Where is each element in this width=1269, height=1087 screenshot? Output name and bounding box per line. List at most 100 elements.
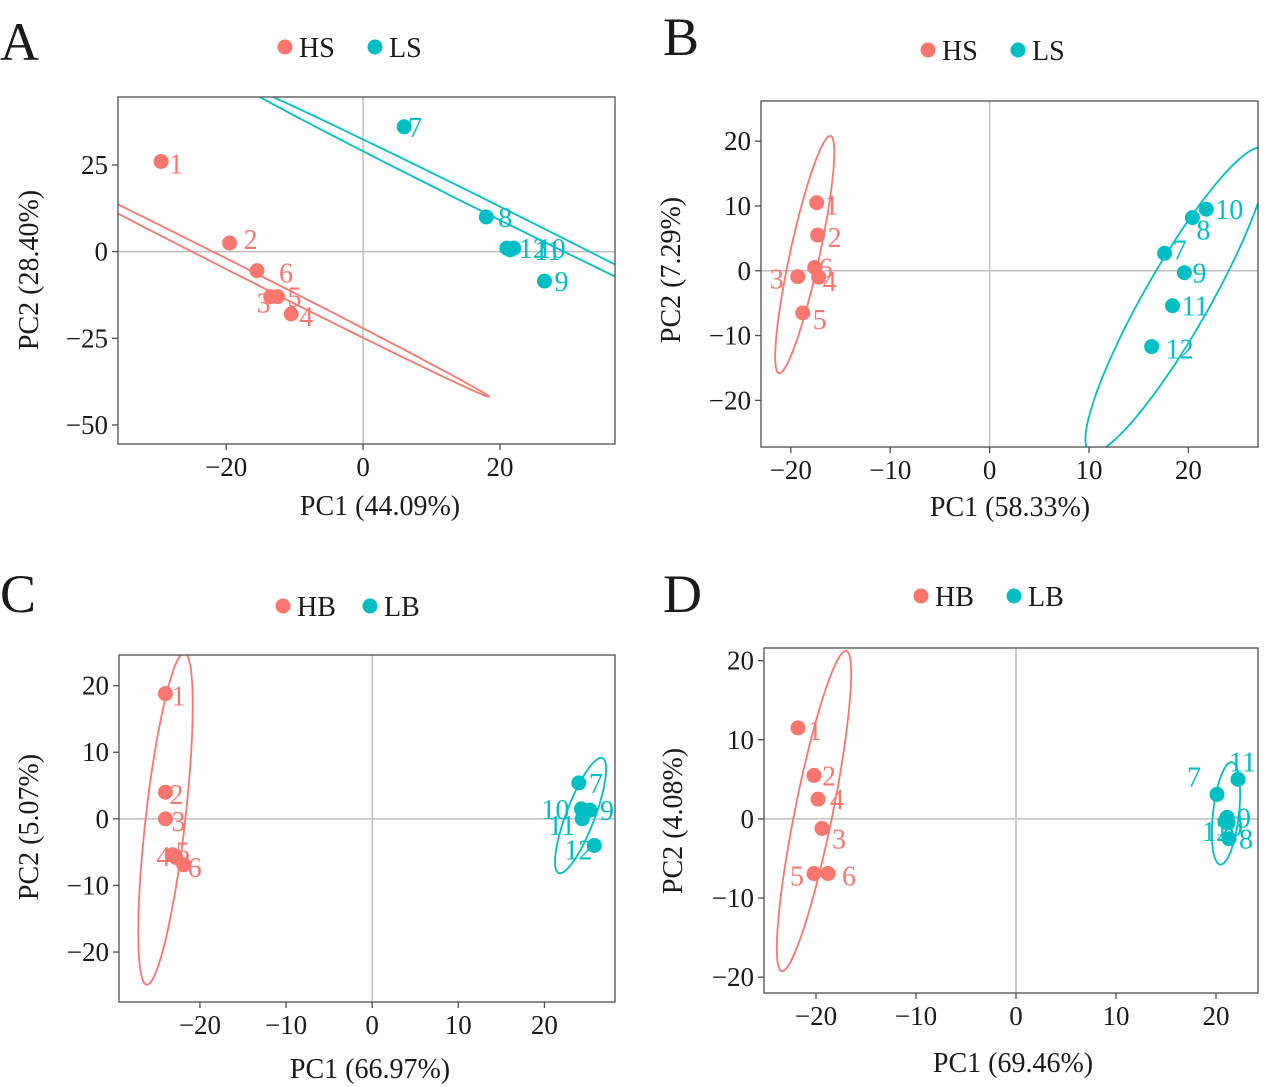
panel-c-xtick-label: −10 (265, 1010, 307, 1040)
panel-c-xtick-label: 10 (445, 1010, 472, 1040)
panel-a-point-label-2: 2 (244, 225, 258, 256)
panel-a-x-axis-title: PC1 (44.09%) (300, 491, 460, 522)
panel-c-frame (118, 654, 616, 1003)
panel-d-xtick-label: 0 (1009, 1001, 1023, 1031)
panel-c-ellipse-hb (137, 655, 194, 986)
panel-c-point-label-4: 4 (156, 842, 170, 873)
panel-c-point-lb-12 (586, 837, 602, 853)
panel-a-point-label-9: 9 (554, 267, 568, 298)
panel-b-xtick-label: 20 (1175, 455, 1202, 485)
panel-a-legend-marker-ls (367, 39, 383, 55)
panel-d-point-hb-5 (806, 866, 822, 882)
panel-d-point-lb-8 (1221, 831, 1237, 847)
panel-b-xtick-label: 10 (1076, 455, 1103, 485)
panel-b-point-hs-3 (790, 269, 806, 285)
panel-d-legend: HB LB (913, 582, 1064, 613)
panel-d-point-lb-10 (1217, 813, 1233, 829)
panel-b-point-label-8: 8 (1196, 216, 1210, 247)
panel-c-y-axis-title: PC2 (5.07%) (14, 754, 45, 900)
panel-c-point-label-7: 7 (589, 769, 603, 800)
panel-c-letter: C (0, 564, 36, 624)
panel-d-point-label-1: 1 (808, 716, 822, 747)
panel-c-legend-marker-hb (275, 598, 291, 614)
panel-a-point-label-6: 6 (279, 259, 293, 290)
panel-d-ytick-label: 20 (727, 646, 754, 676)
panel-b-legend-label-ls: LS (1032, 36, 1065, 67)
panel-d-frame (763, 647, 1259, 994)
panel-b-ytick-label: 0 (738, 256, 752, 286)
panel-b-point-label-12: 12 (1166, 335, 1194, 366)
panel-b-point-ls-10 (1198, 201, 1214, 217)
panel-b-xtick-label: −20 (770, 455, 812, 485)
panel-a-point-label-7: 7 (408, 113, 422, 144)
panel-a-point-ls-8 (478, 209, 494, 225)
panel-d-ytick-label: −10 (712, 883, 754, 913)
panel-b-point-hs-4 (811, 269, 827, 285)
panel-d-point-lb-7 (1209, 786, 1225, 802)
panel-d-x-axis-title: PC1 (69.46%) (933, 1048, 1093, 1079)
panel-b-point-label-4: 4 (823, 267, 837, 298)
panel-d-point-hb-3 (814, 820, 830, 836)
panel-c-point-hb-6 (176, 857, 192, 873)
panel-a-point-hs-4 (283, 306, 299, 322)
panel-c-ytick-label: 10 (82, 737, 109, 767)
panel-a-point-label-1: 1 (169, 149, 183, 180)
panel-a-letter: A (0, 12, 39, 72)
panel-c-point-label-11: 11 (548, 811, 575, 842)
panel-a-point-label-5: 5 (288, 283, 302, 314)
panel-c-point-hb-3 (158, 811, 173, 827)
panel-b-xtick-label: −10 (869, 455, 911, 485)
panel-d-point-label-4: 4 (830, 785, 844, 816)
panel-b-legend-marker-hs (920, 42, 936, 58)
panel-c-xtick-label: 0 (365, 1010, 379, 1040)
panel-d-point-label-6: 6 (842, 862, 856, 893)
panel-d-xtick-label: 20 (1203, 1001, 1230, 1031)
panel-b-ellipse-hs (774, 134, 836, 375)
panel-a-legend-label-ls: LS (389, 33, 422, 64)
panel-c-legend-marker-lb (362, 598, 378, 614)
panel-d-point-label-5: 5 (790, 862, 804, 893)
panel-d-point-label-9: 9 (1237, 803, 1251, 834)
panel-b-point-hs-1 (809, 195, 825, 211)
panel-b-point-hs-5 (795, 305, 811, 321)
panel-a-point-label-11: 11 (534, 236, 561, 267)
panel-a-point-label-8: 8 (498, 203, 512, 234)
panel-d-point-label-8: 8 (1239, 825, 1253, 856)
panel-b-x-axis-title: PC1 (58.33%) (930, 492, 1090, 523)
panel-a-ellipse-ls (257, 97, 615, 278)
panel-a-legend: HS LS (277, 33, 422, 64)
panel-a-point-ls-11 (502, 242, 518, 258)
panel-b-frame (760, 100, 1259, 448)
panel-b-point-hs-2 (810, 227, 826, 243)
panel-a-point-label-3: 3 (257, 289, 271, 320)
panel-b-point-ls-9 (1176, 265, 1192, 281)
panel-b-point-label-10: 10 (1215, 195, 1243, 226)
panel-d-ytick-label: 0 (741, 804, 755, 834)
panel-d-point-label-3: 3 (832, 824, 846, 855)
panel-d-ytick-label: −20 (712, 962, 754, 992)
panel-b-point-label-9: 9 (1192, 259, 1206, 290)
panel-a-frame (117, 96, 616, 445)
panel-d-xtick-label: 10 (1103, 1001, 1130, 1031)
panel-c-ytick-label: 0 (96, 804, 110, 834)
panel-b-letter: B (663, 7, 699, 67)
panel-c-x-axis-title: PC1 (66.97%) (290, 1054, 450, 1085)
panel-a-ytick-label: −25 (66, 323, 108, 353)
panel-d-point-hb-1 (790, 720, 806, 736)
panel-d-legend-label-lb: LB (1028, 582, 1064, 613)
panel-b-point-ls-12 (1144, 339, 1160, 355)
panel-c-ytick-label: −10 (67, 870, 109, 900)
panel-a-point-ls-9 (536, 273, 552, 289)
panel-d-ellipse-hb (775, 649, 853, 973)
panel-d-point-label-7: 7 (1187, 762, 1201, 793)
panel-d-point-label-2: 2 (822, 761, 836, 792)
panel-a-point-label-4: 4 (299, 302, 313, 333)
panel-a-legend-marker-hs (277, 39, 293, 55)
panel-a-y-axis-title: PC2 (28.40%) (14, 190, 45, 350)
panel-c-ytick-label: 20 (82, 671, 109, 701)
panel-c-point-lb-11 (574, 811, 590, 827)
panel-c-ytick-label: −20 (67, 937, 109, 967)
